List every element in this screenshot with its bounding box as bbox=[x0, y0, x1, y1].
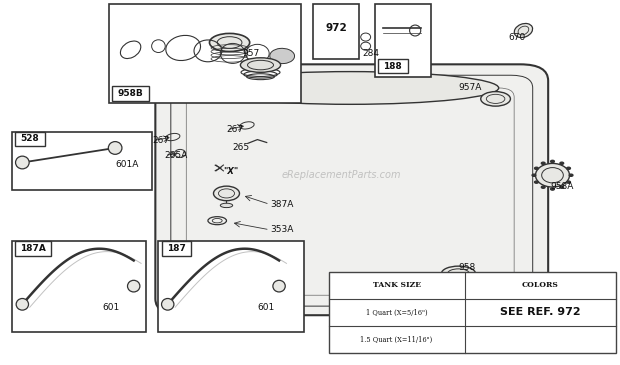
Bar bbox=[378, 59, 408, 73]
Text: 353A: 353A bbox=[270, 225, 293, 234]
Text: COLORS: COLORS bbox=[522, 281, 559, 289]
Circle shape bbox=[534, 167, 538, 169]
Circle shape bbox=[560, 186, 564, 188]
Ellipse shape bbox=[202, 72, 498, 104]
Text: 601: 601 bbox=[103, 303, 120, 312]
Text: 387A: 387A bbox=[270, 200, 293, 209]
Text: TANK SIZE: TANK SIZE bbox=[373, 281, 420, 289]
Bar bbox=[375, 4, 431, 77]
Text: 187: 187 bbox=[167, 244, 186, 253]
Bar bbox=[15, 132, 45, 146]
Text: 1.5 Quart (X=11/16"): 1.5 Quart (X=11/16") bbox=[360, 336, 433, 344]
Text: 267: 267 bbox=[226, 125, 244, 134]
Bar bbox=[15, 241, 51, 256]
Circle shape bbox=[551, 160, 554, 162]
Circle shape bbox=[569, 174, 573, 176]
Text: 528: 528 bbox=[20, 134, 39, 143]
Bar bbox=[313, 4, 360, 59]
Ellipse shape bbox=[128, 280, 140, 292]
Text: eReplacementParts.com: eReplacementParts.com bbox=[281, 170, 401, 180]
Ellipse shape bbox=[236, 63, 286, 73]
Circle shape bbox=[551, 188, 554, 190]
Ellipse shape bbox=[162, 299, 174, 310]
Ellipse shape bbox=[16, 299, 29, 310]
Text: "X": "X" bbox=[223, 167, 239, 176]
Ellipse shape bbox=[273, 280, 285, 292]
Bar bbox=[12, 241, 146, 331]
Ellipse shape bbox=[480, 92, 510, 106]
Text: 601: 601 bbox=[257, 303, 275, 312]
Circle shape bbox=[567, 181, 570, 183]
Text: 958B: 958B bbox=[117, 89, 143, 98]
Bar bbox=[162, 241, 191, 256]
Ellipse shape bbox=[270, 48, 294, 64]
Circle shape bbox=[567, 167, 570, 169]
Text: 670: 670 bbox=[508, 32, 525, 42]
Circle shape bbox=[532, 174, 536, 176]
Circle shape bbox=[541, 186, 545, 188]
Text: 187A: 187A bbox=[20, 244, 46, 253]
Ellipse shape bbox=[108, 142, 122, 154]
Ellipse shape bbox=[220, 203, 232, 208]
Ellipse shape bbox=[241, 58, 281, 72]
FancyBboxPatch shape bbox=[156, 64, 548, 315]
Bar bbox=[109, 4, 301, 103]
Circle shape bbox=[534, 181, 538, 183]
Text: 972: 972 bbox=[326, 23, 347, 33]
Text: 601A: 601A bbox=[115, 160, 138, 169]
Text: 958: 958 bbox=[458, 264, 476, 272]
Text: 188: 188 bbox=[384, 62, 402, 71]
Text: 265A: 265A bbox=[165, 151, 188, 160]
Bar bbox=[329, 272, 616, 353]
Text: 265: 265 bbox=[232, 143, 250, 153]
Text: 957: 957 bbox=[242, 49, 259, 58]
Text: 958A: 958A bbox=[550, 182, 574, 191]
Text: 1 Quart (X=5/16"): 1 Quart (X=5/16") bbox=[366, 308, 427, 316]
Ellipse shape bbox=[514, 23, 533, 38]
Circle shape bbox=[541, 162, 545, 164]
Text: 284: 284 bbox=[363, 49, 379, 58]
Bar bbox=[12, 132, 153, 190]
Ellipse shape bbox=[213, 186, 239, 201]
Ellipse shape bbox=[210, 34, 250, 51]
Ellipse shape bbox=[16, 156, 29, 169]
Text: 957A: 957A bbox=[458, 84, 482, 92]
Bar bbox=[112, 86, 149, 101]
Text: SEE REF. 972: SEE REF. 972 bbox=[500, 307, 581, 318]
Circle shape bbox=[560, 162, 564, 164]
Text: 267: 267 bbox=[153, 136, 169, 145]
Ellipse shape bbox=[441, 266, 476, 281]
Bar bbox=[159, 241, 304, 331]
Ellipse shape bbox=[536, 164, 570, 187]
